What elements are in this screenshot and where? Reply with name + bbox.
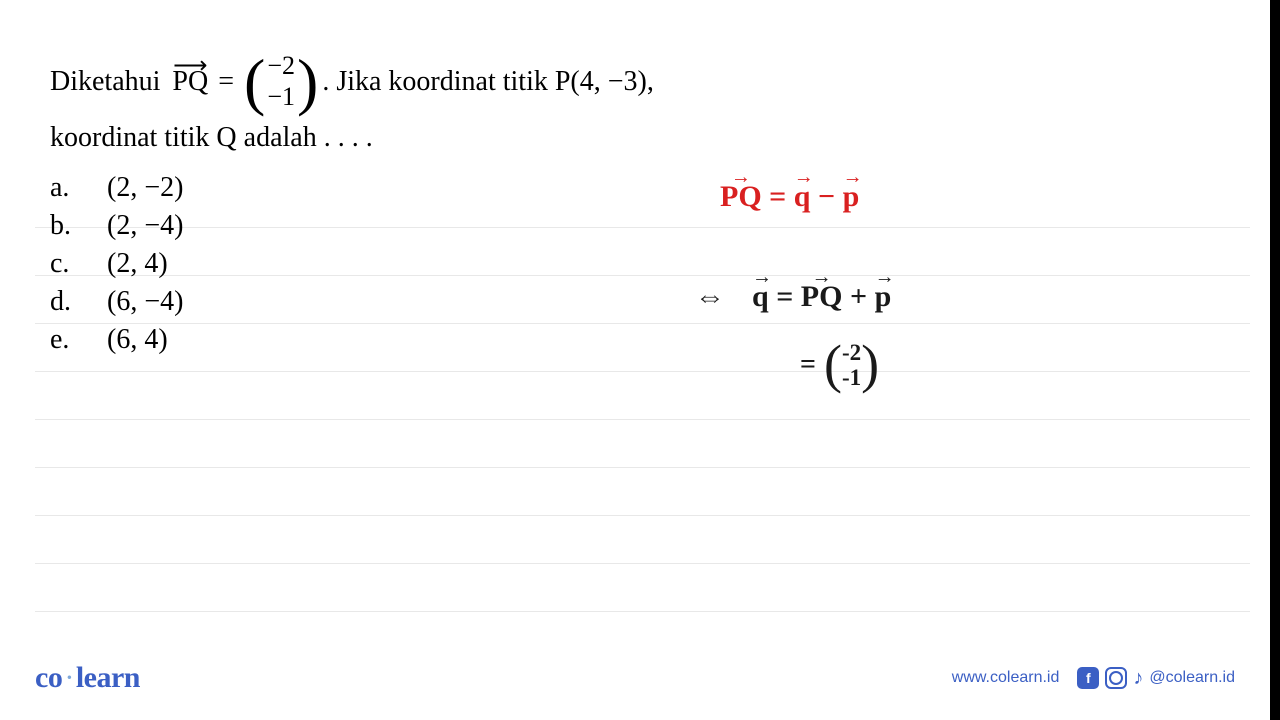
vector-arrow-icon: → — [752, 266, 769, 289]
handwriting-black-line-1: ⇔ → q = → PQ + → p — [695, 280, 891, 314]
question-line-1: Diketahui ⟶ PQ = ( −2 −1 ) . Jika koordi… — [50, 50, 1230, 112]
vector-arrow-icon: → — [720, 166, 762, 189]
main-content: Diketahui ⟶ PQ = ( −2 −1 ) . Jika koordi… — [0, 0, 1280, 358]
question-line-2: koordinat titik Q adalah . . . . — [50, 122, 1230, 154]
social-icons: f ♪ @colearn.id — [1077, 667, 1235, 690]
vector-arrow-icon: → — [801, 266, 843, 289]
vector-arrow-icon: → — [875, 266, 892, 289]
option-a: a. (2, −2) — [50, 169, 1230, 207]
facebook-icon: f — [1077, 667, 1099, 689]
vector-arrow-icon: → — [794, 166, 811, 189]
footer: co·learn www.colearn.id f ♪ @colearn.id — [0, 661, 1270, 695]
tiktok-icon: ♪ — [1133, 667, 1143, 690]
option-e: e. (6, 4) — [50, 321, 1230, 359]
column-vector: ( −2 −1 ) — [244, 50, 318, 112]
colearn-logo: co·learn — [35, 661, 140, 695]
paren-left-icon: ( — [244, 56, 265, 107]
question-prefix: Diketahui — [50, 62, 160, 101]
paren-right-icon: ) — [861, 346, 879, 384]
option-d: d. (6, −4) — [50, 283, 1230, 321]
website-url: www.colearn.id — [952, 669, 1060, 687]
vector-arrow-icon: → — [843, 166, 860, 189]
social-handle: @colearn.id — [1149, 669, 1235, 687]
handwriting-red-line: → PQ = → q − → p — [720, 180, 859, 214]
vector-pq: ⟶ PQ — [172, 62, 208, 101]
handwriting-black-line-2: = ( -2 -1 ) — [800, 340, 879, 391]
answer-options: a. (2, −2) b. (2, −4) c. (2, 4) d. (6, −… — [50, 169, 1230, 358]
option-c: c. (2, 4) — [50, 245, 1230, 283]
footer-right: www.colearn.id f ♪ @colearn.id — [952, 667, 1235, 690]
paren-right-icon: ) — [297, 56, 318, 107]
option-b: b. (2, −4) — [50, 207, 1230, 245]
instagram-icon — [1105, 667, 1127, 689]
paren-left-icon: ( — [824, 346, 842, 384]
question-middle: . Jika koordinat titik P(4, −3), — [322, 62, 654, 101]
vector-arrow-icon: ⟶ — [172, 50, 208, 84]
